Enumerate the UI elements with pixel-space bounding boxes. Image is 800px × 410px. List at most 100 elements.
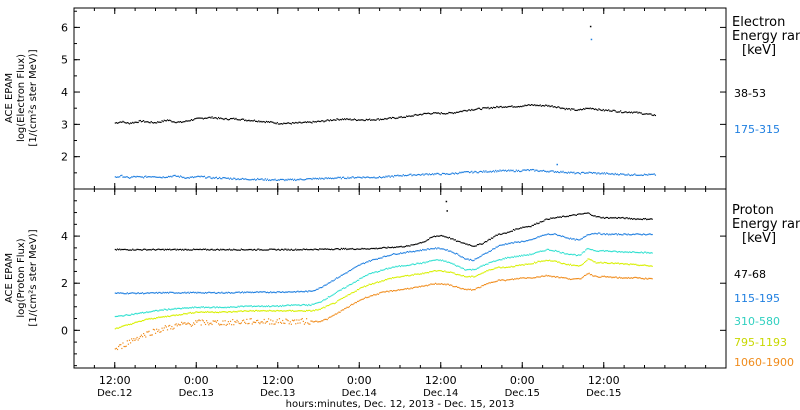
data-point	[262, 309, 264, 312]
data-point	[422, 248, 424, 251]
data-point	[309, 309, 311, 312]
data-point	[265, 291, 267, 294]
data-point	[191, 324, 194, 326]
data-point	[176, 121, 178, 123]
data-point	[472, 268, 474, 270]
data-point	[369, 248, 371, 250]
data-point	[363, 262, 366, 265]
data-point	[520, 170, 522, 173]
data-point	[282, 178, 284, 181]
data-point	[239, 178, 241, 180]
data-point	[373, 293, 375, 296]
electron-legend-title: Electron	[732, 15, 785, 30]
data-point	[133, 322, 135, 324]
data-point	[416, 243, 418, 245]
data-point	[379, 281, 381, 283]
data-point	[374, 177, 376, 179]
data-point	[167, 119, 170, 122]
data-point	[238, 322, 240, 325]
data-point	[302, 121, 304, 124]
data-point	[577, 109, 579, 111]
data-point	[594, 261, 596, 263]
data-point	[143, 293, 145, 295]
data-point	[404, 288, 406, 290]
data-point	[607, 250, 609, 252]
data-point	[490, 281, 493, 283]
data-point	[307, 121, 309, 123]
data-point	[182, 248, 184, 251]
data-point	[253, 321, 256, 323]
data-point	[232, 318, 234, 321]
data-point	[176, 248, 178, 250]
data-point	[450, 173, 452, 175]
data-point	[301, 304, 303, 306]
data-point	[511, 242, 513, 244]
data-point	[287, 291, 289, 293]
data-point	[523, 254, 525, 256]
data-point	[190, 176, 193, 178]
data-point	[306, 121, 308, 124]
data-point	[306, 318, 308, 320]
data-point	[387, 268, 389, 270]
data-point	[196, 175, 198, 178]
data-point	[593, 172, 596, 174]
data-point	[296, 319, 298, 321]
data-point	[214, 311, 216, 313]
data-point	[565, 216, 567, 218]
data-point	[332, 249, 334, 251]
data-point	[397, 289, 399, 291]
data-point	[290, 123, 292, 125]
data-point	[567, 263, 569, 265]
data-point	[256, 320, 258, 322]
data-point	[472, 275, 474, 277]
data-point	[423, 241, 425, 243]
data-point	[590, 259, 593, 261]
data-point	[334, 177, 336, 179]
data-point	[173, 248, 175, 250]
data-point	[472, 245, 474, 247]
data-point	[601, 172, 603, 174]
data-point	[304, 304, 307, 306]
data-point	[260, 120, 262, 123]
data-point	[562, 170, 564, 172]
data-point	[532, 104, 534, 106]
data-point	[249, 179, 251, 181]
data-point	[289, 122, 291, 125]
data-point	[275, 249, 277, 251]
proton-plot-frame	[73, 188, 727, 369]
data-point	[434, 112, 436, 114]
data-point	[561, 215, 564, 217]
data-point	[559, 252, 561, 254]
data-point	[257, 310, 259, 312]
data-point	[290, 248, 292, 250]
data-point	[521, 227, 523, 229]
data-point	[307, 249, 309, 251]
series-47-68	[114, 212, 653, 251]
data-point	[391, 246, 394, 248]
data-point	[189, 307, 191, 309]
data-point	[396, 276, 398, 278]
data-point	[222, 320, 224, 322]
data-point	[422, 113, 424, 115]
data-point	[291, 291, 294, 293]
data-point	[581, 237, 583, 240]
data-point	[272, 291, 274, 293]
data-point	[468, 275, 470, 278]
data-point	[133, 338, 135, 340]
data-point	[445, 249, 447, 251]
data-point	[275, 179, 277, 182]
data-point	[254, 120, 257, 122]
data-point	[419, 273, 421, 275]
data-point	[149, 122, 151, 124]
data-point	[615, 262, 617, 264]
data-point	[258, 321, 260, 324]
data-point	[630, 263, 633, 265]
data-point	[315, 302, 317, 305]
data-point	[383, 269, 385, 271]
data-point	[632, 263, 634, 265]
data-point	[388, 291, 390, 293]
data-point	[370, 177, 372, 179]
data-point	[166, 291, 169, 294]
data-point	[437, 247, 439, 249]
data-point	[517, 255, 519, 258]
